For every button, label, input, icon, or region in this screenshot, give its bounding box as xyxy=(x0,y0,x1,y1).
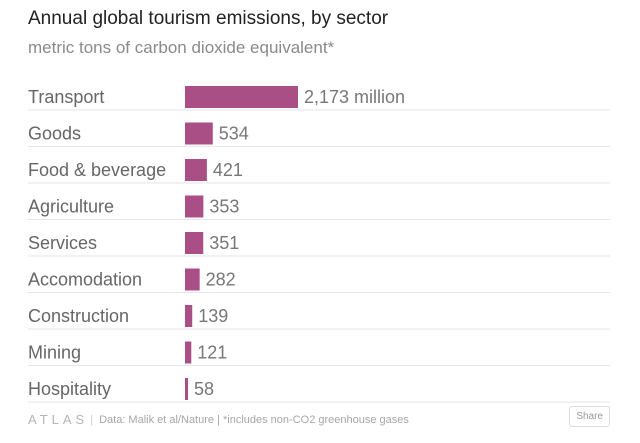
category-label: Goods xyxy=(28,124,81,144)
chart-title: Annual global tourism emissions, by sect… xyxy=(28,8,389,29)
footer: ATLAS | Data: Malik et al/Nature | *incl… xyxy=(28,406,610,427)
source-note: Data: Malik et al/Nature | *includes non… xyxy=(99,413,409,426)
bar xyxy=(185,159,207,181)
bar xyxy=(185,86,298,108)
share-button[interactable]: Share xyxy=(569,406,610,427)
chart-subtitle: metric tons of carbon dioxide equivalent… xyxy=(28,38,335,57)
bar xyxy=(185,122,213,145)
data-label: 2,173 million xyxy=(304,87,405,107)
data-label: 121 xyxy=(197,343,227,363)
bar xyxy=(185,305,193,327)
data-label: 282 xyxy=(206,270,236,290)
category-label: Mining xyxy=(28,343,81,363)
data-label: 139 xyxy=(198,306,228,326)
bar xyxy=(185,378,189,400)
bar xyxy=(185,341,192,364)
atlas-logo: ATLAS xyxy=(28,412,89,427)
data-label: 353 xyxy=(209,197,239,217)
category-label: Accomodation xyxy=(28,270,142,290)
data-label: 534 xyxy=(219,124,249,144)
bar xyxy=(185,232,204,254)
category-label: Agriculture xyxy=(28,197,114,217)
category-label: Construction xyxy=(28,306,129,326)
data-label: 58 xyxy=(194,379,214,399)
footer-separator: | xyxy=(90,413,94,426)
category-label: Hospitality xyxy=(28,379,111,399)
bar xyxy=(185,268,200,291)
bar xyxy=(185,195,204,218)
category-label: Transport xyxy=(28,87,104,107)
category-label: Food & beverage xyxy=(28,160,166,180)
data-label: 421 xyxy=(213,160,243,180)
category-label: Services xyxy=(28,233,97,253)
data-label: 351 xyxy=(209,233,239,253)
bar-chart: Transport 2,173 million Goods 534 Food & bev… xyxy=(28,86,610,403)
